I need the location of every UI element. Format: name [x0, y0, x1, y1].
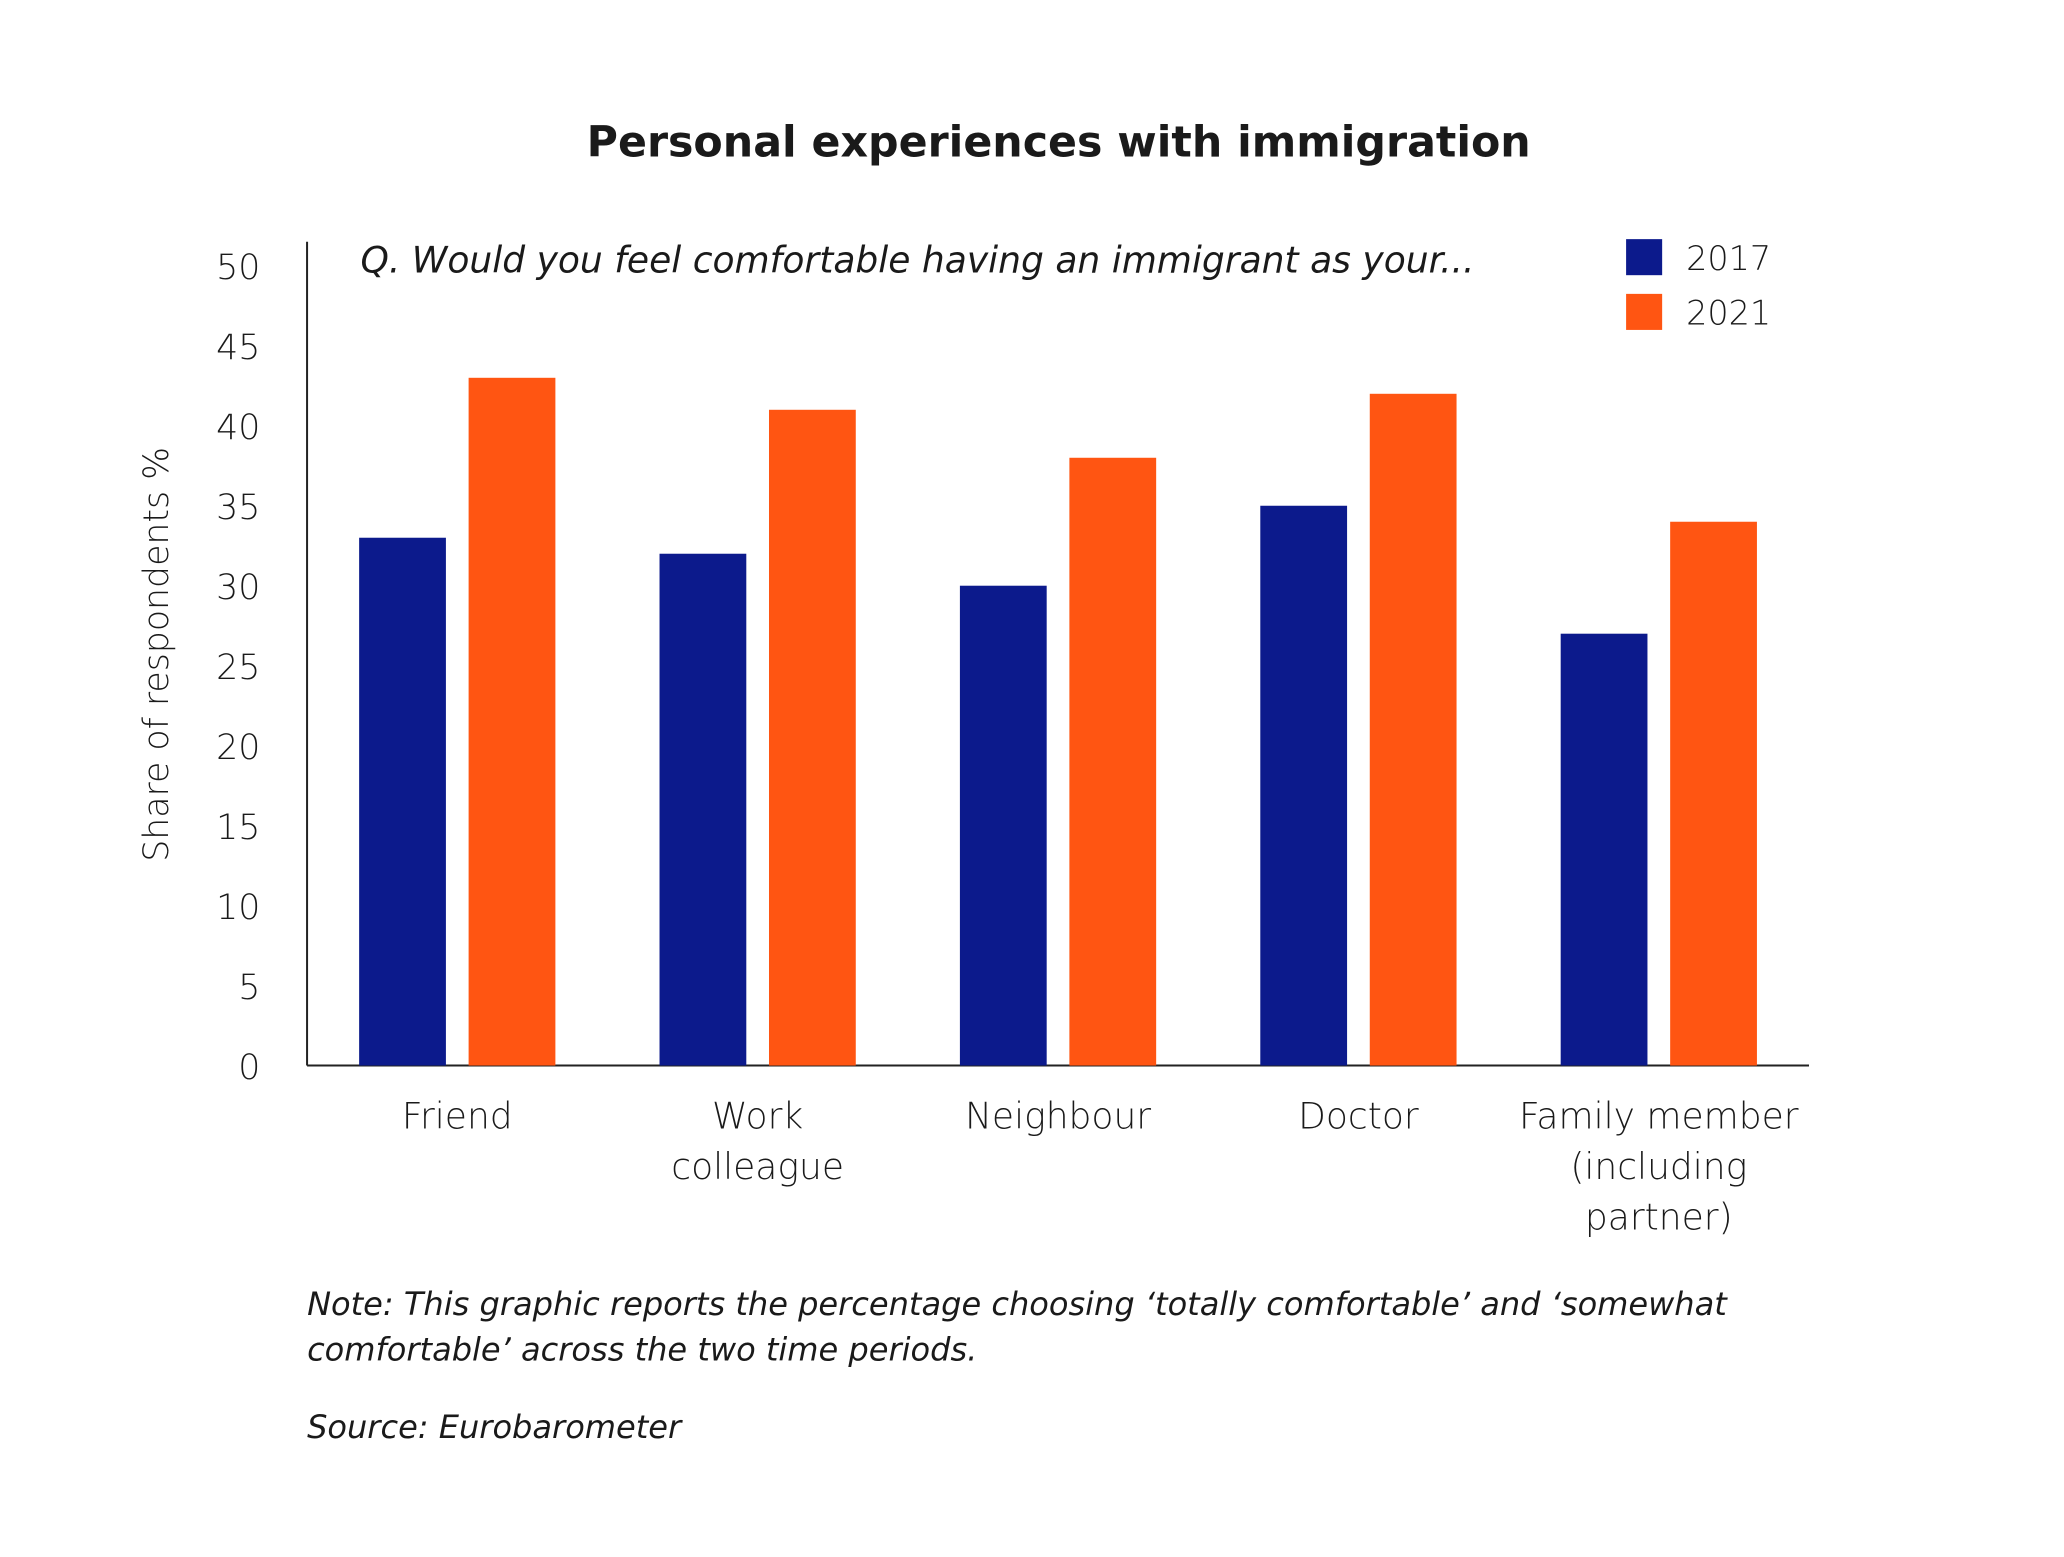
- bar: [959, 585, 1047, 1066]
- bar: [1260, 505, 1348, 1066]
- legend-label: 2021: [1686, 294, 1771, 333]
- bar: [468, 377, 556, 1066]
- x-tick-label: Work colleague: [671, 1096, 844, 1188]
- legend-swatch: [1626, 293, 1663, 330]
- x-tick-label: Friend: [402, 1096, 513, 1137]
- y-tick-label: 10: [216, 888, 260, 928]
- legend-swatch: [1626, 239, 1663, 276]
- bar: [1560, 633, 1648, 1066]
- y-tick-label: 50: [216, 248, 260, 288]
- y-tick-label: 45: [216, 328, 260, 368]
- y-tick-label: 35: [216, 488, 260, 528]
- y-tick-label: 5: [238, 968, 260, 1008]
- bar: [1369, 393, 1457, 1066]
- y-tick-label: 30: [216, 568, 260, 608]
- y-axis-label: Share of respondents %: [137, 447, 177, 862]
- note: Note: This graphic reports the percentag…: [307, 1285, 1728, 1368]
- legend-label: 2017: [1686, 239, 1771, 278]
- y-tick-label: 40: [216, 408, 260, 448]
- y-tick-label: 15: [216, 808, 260, 848]
- bar: [768, 409, 856, 1066]
- y-tick-label: 25: [216, 648, 260, 688]
- bar: [1069, 457, 1157, 1066]
- bar: [359, 537, 446, 1066]
- y-tick-label: 0: [238, 1048, 260, 1088]
- bar: [659, 553, 747, 1066]
- bar: [1670, 521, 1757, 1066]
- x-tick-label: Family member (including partner): [1519, 1096, 1799, 1238]
- chart-title: Personal experiences with immigration: [587, 117, 1531, 167]
- source: Source: Eurobarometer: [307, 1408, 683, 1446]
- x-tick-label: Doctor: [1298, 1096, 1419, 1137]
- y-tick-label: 20: [216, 728, 260, 768]
- x-tick-label: Neighbour: [965, 1096, 1151, 1137]
- subtitle: Q. Would you feel comfortable having an …: [360, 241, 1474, 282]
